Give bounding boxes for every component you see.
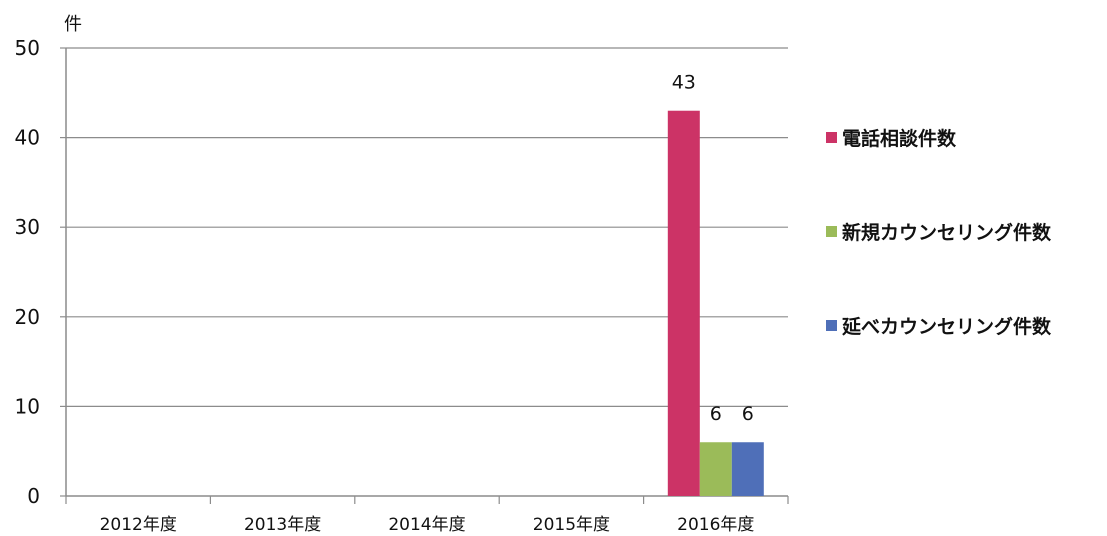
legend-label: 延べカウンセリング件数: [841, 315, 1052, 338]
bars: [667, 110, 764, 496]
legend-label: 電話相談件数: [842, 127, 957, 150]
data-label: 43: [672, 72, 696, 94]
bar: [731, 442, 764, 496]
y-tick-label: 40: [15, 126, 40, 150]
data-labels: 43 6 6: [672, 72, 754, 426]
bar: [699, 442, 732, 496]
bar: [667, 110, 700, 496]
y-tick-label: 0: [27, 484, 40, 508]
y-tick-label: 30: [15, 215, 40, 239]
y-axis: 0 10 20 30 40 50: [15, 36, 67, 508]
x-axis: 2012年度 2013年度 2014年度 2015年度 2016年度: [65, 495, 789, 535]
data-label: 6: [742, 403, 754, 425]
y-tick-label: 50: [15, 36, 40, 60]
x-tick-label: 2015年度: [533, 515, 610, 535]
legend-swatch: [826, 320, 837, 331]
legend-swatch: [826, 132, 837, 143]
data-label: 6: [710, 403, 722, 425]
gridlines: [66, 47, 788, 407]
y-axis-unit-label: 件: [64, 14, 82, 35]
legend-label: 新規カウンセリング件数: [842, 221, 1052, 244]
y-tick-label: 10: [15, 394, 40, 418]
x-tick-label: 2012年度: [100, 515, 177, 535]
x-tick-label: 2014年度: [388, 515, 465, 535]
legend-swatch: [826, 226, 837, 237]
y-tick-label: 20: [15, 305, 40, 329]
x-tick-label: 2013年度: [244, 515, 321, 535]
x-tick-label: 2016年度: [677, 515, 754, 535]
